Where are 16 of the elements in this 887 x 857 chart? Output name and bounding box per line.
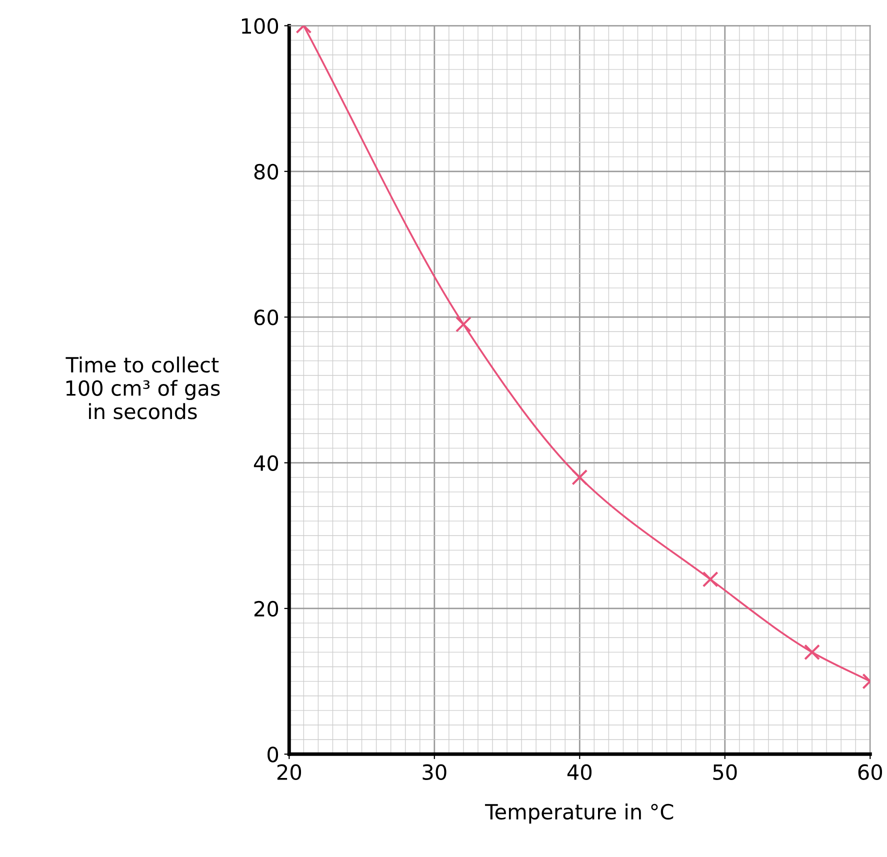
point — [804, 644, 820, 660]
y-tick-label: 80 — [254, 164, 278, 180]
point — [702, 571, 718, 588]
x-tick-label: 20 — [277, 764, 302, 780]
x-axis-title: Temperature in °C — [485, 803, 674, 824]
x-tick-label: 60 — [858, 764, 882, 780]
x-tick-label: 30 — [422, 764, 446, 780]
y-tick-label: 0 — [268, 746, 278, 762]
x-tick-label: 50 — [713, 764, 737, 780]
y-tick-label: 60 — [254, 310, 278, 326]
y-tick-label: 20 — [254, 600, 278, 617]
y-tick-label: 100 — [242, 18, 278, 34]
x-tick-label: 40 — [567, 764, 592, 780]
y-axis-title: Time to collect 100 cm³ of gas in seconds — [66, 356, 220, 420]
point — [572, 469, 588, 486]
y-tick-label: 40 — [254, 455, 278, 471]
